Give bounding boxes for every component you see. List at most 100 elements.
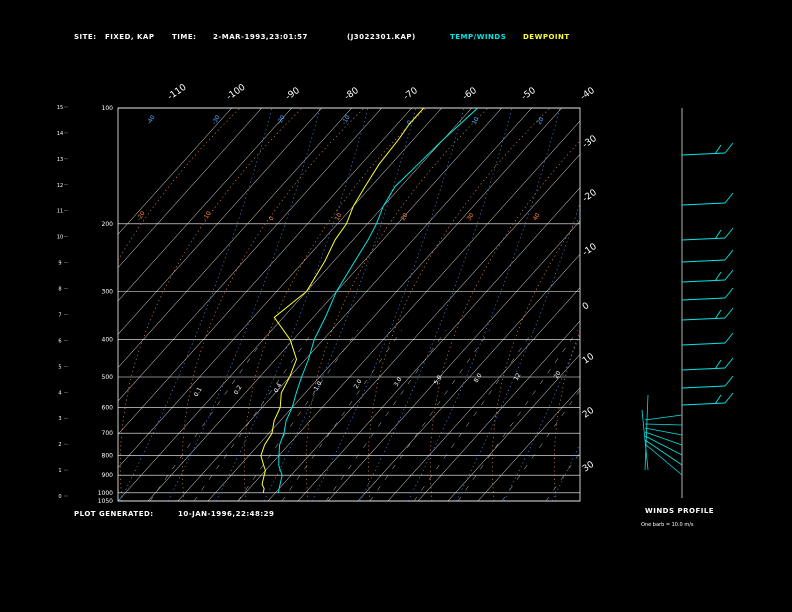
mixing-ratio-label: 0.1 bbox=[193, 386, 204, 398]
wind-barb-low bbox=[644, 435, 683, 456]
moist-adiabat-label: 0 bbox=[406, 119, 414, 126]
right-temp-label: -20 bbox=[581, 188, 599, 205]
plot-border bbox=[117, 107, 581, 502]
moist-adiabat bbox=[167, 108, 321, 501]
mixing-ratio-label: 1.0 bbox=[313, 380, 324, 392]
winds-note: One barb = 10.0 m/s bbox=[641, 522, 694, 528]
wind-barb-low bbox=[644, 427, 683, 436]
isotherm-line bbox=[118, 108, 352, 369]
wind-barb-low bbox=[644, 439, 683, 466]
isotherm-line bbox=[118, 108, 292, 302]
wind-barb bbox=[681, 342, 726, 346]
moist-adiabat-label: -30 bbox=[211, 114, 222, 126]
height-label: 8 bbox=[58, 287, 61, 293]
dry-adiabat-label: 10 bbox=[334, 212, 344, 222]
moist-adiabat-label: 20 bbox=[536, 116, 546, 126]
dry-adiabat bbox=[616, 108, 792, 501]
isotherm-line bbox=[118, 108, 442, 469]
moist-adiabat-label: 10 bbox=[471, 116, 481, 126]
mixing-ratio-label: 12 bbox=[513, 372, 523, 382]
height-label: 9 bbox=[58, 261, 61, 267]
wind-barb-flag bbox=[724, 307, 734, 319]
isotherm-line bbox=[118, 108, 472, 501]
height-label: 15 bbox=[57, 105, 63, 111]
axis-labels: 1002003004005006007008009001000105001234… bbox=[57, 82, 599, 505]
pressure-label: 500 bbox=[102, 374, 114, 381]
height-label: 14 bbox=[57, 131, 63, 137]
top-temp-label: -50 bbox=[520, 86, 538, 103]
isotherm-line bbox=[118, 108, 262, 269]
dry-adiabat bbox=[305, 108, 489, 501]
isotherm-line bbox=[387, 287, 580, 501]
dry-adiabat bbox=[429, 140, 580, 501]
wind-barb bbox=[681, 202, 726, 206]
pressure-label: 400 bbox=[102, 337, 114, 344]
dry-adiabat-label: 0 bbox=[268, 215, 276, 222]
site-value: FIXED, KAP bbox=[105, 33, 155, 41]
wind-barb-flag bbox=[724, 392, 734, 404]
moist-adiabat bbox=[263, 108, 417, 501]
mixing-ratio-label: 8.0 bbox=[473, 372, 484, 384]
moist-adiabat-label: -20 bbox=[276, 114, 287, 126]
right-temp-label: -10 bbox=[581, 242, 599, 259]
wind-barb-flag bbox=[714, 394, 722, 405]
dry-adiabat bbox=[491, 216, 580, 501]
moist-adiabat bbox=[648, 108, 792, 501]
top-temp-label: -100 bbox=[225, 82, 248, 102]
pressure-label: 600 bbox=[102, 404, 114, 411]
mixing-ratio-line bbox=[413, 329, 535, 501]
mixing-ratio-line bbox=[369, 329, 491, 501]
height-label: 0 bbox=[58, 494, 61, 500]
isotherm-line bbox=[118, 108, 232, 235]
dry-adiabat bbox=[243, 108, 427, 501]
wind-barb-flag bbox=[714, 309, 722, 320]
plot-frame bbox=[117, 107, 581, 502]
dry-adiabat-label: -20 bbox=[136, 210, 147, 222]
dry-adiabat bbox=[740, 108, 792, 501]
pressure-label: 900 bbox=[102, 472, 114, 479]
mixing-ratio-line bbox=[325, 329, 447, 501]
mixing-ratio-label: 20 bbox=[553, 370, 563, 380]
wind-barb-low bbox=[644, 423, 683, 426]
wind-barb-flag bbox=[714, 359, 722, 370]
height-label: 1 bbox=[58, 468, 61, 474]
height-label: 2 bbox=[58, 442, 61, 448]
wind-barb-flag bbox=[724, 287, 734, 299]
top-temp-label: -70 bbox=[402, 86, 420, 103]
wind-barb-low bbox=[644, 414, 683, 421]
wind-barb bbox=[681, 317, 726, 321]
isotherm-line bbox=[447, 353, 580, 501]
pressure-label: 800 bbox=[102, 453, 114, 460]
mixing-ratio-label: 0.4 bbox=[273, 382, 284, 394]
legend-temp: TEMP/WINDS bbox=[450, 33, 507, 41]
isotherm-line bbox=[118, 108, 412, 435]
mixing-ratio-line bbox=[149, 329, 271, 501]
mixing-ratio-line bbox=[281, 329, 403, 501]
isotherm-line bbox=[297, 187, 580, 501]
mixing-ratio-line bbox=[545, 452, 580, 501]
height-label: 3 bbox=[58, 416, 61, 422]
wind-barb-flag bbox=[724, 227, 734, 239]
time-value: 2-MAR-1993,23:01:57 bbox=[213, 33, 308, 41]
wind-barb-flag bbox=[724, 357, 734, 369]
wind-barb-flag bbox=[714, 144, 722, 155]
sounding-lines bbox=[260, 108, 479, 493]
right-temp-label: -30 bbox=[581, 134, 599, 151]
isotherm-line bbox=[147, 108, 502, 501]
moist-adiabat bbox=[455, 202, 580, 501]
dry-adiabat bbox=[118, 108, 241, 262]
isotherm-line bbox=[118, 108, 382, 402]
pressure-label: 1000 bbox=[98, 490, 113, 497]
wind-barb bbox=[681, 367, 726, 371]
mixing-ratio-label: 5.0 bbox=[433, 374, 444, 386]
right-temp-label: 10 bbox=[581, 352, 596, 367]
moist-adiabat-label: -40 bbox=[146, 114, 157, 126]
wind-barb-low bbox=[641, 409, 649, 471]
dry-adiabat-label: 40 bbox=[532, 212, 542, 222]
grid-lines bbox=[118, 108, 792, 501]
pressure-label: 200 bbox=[102, 221, 114, 228]
dry-adiabat-label: 30 bbox=[466, 212, 476, 222]
mixing-ratio-line bbox=[193, 329, 315, 501]
height-label: 12 bbox=[57, 183, 63, 189]
